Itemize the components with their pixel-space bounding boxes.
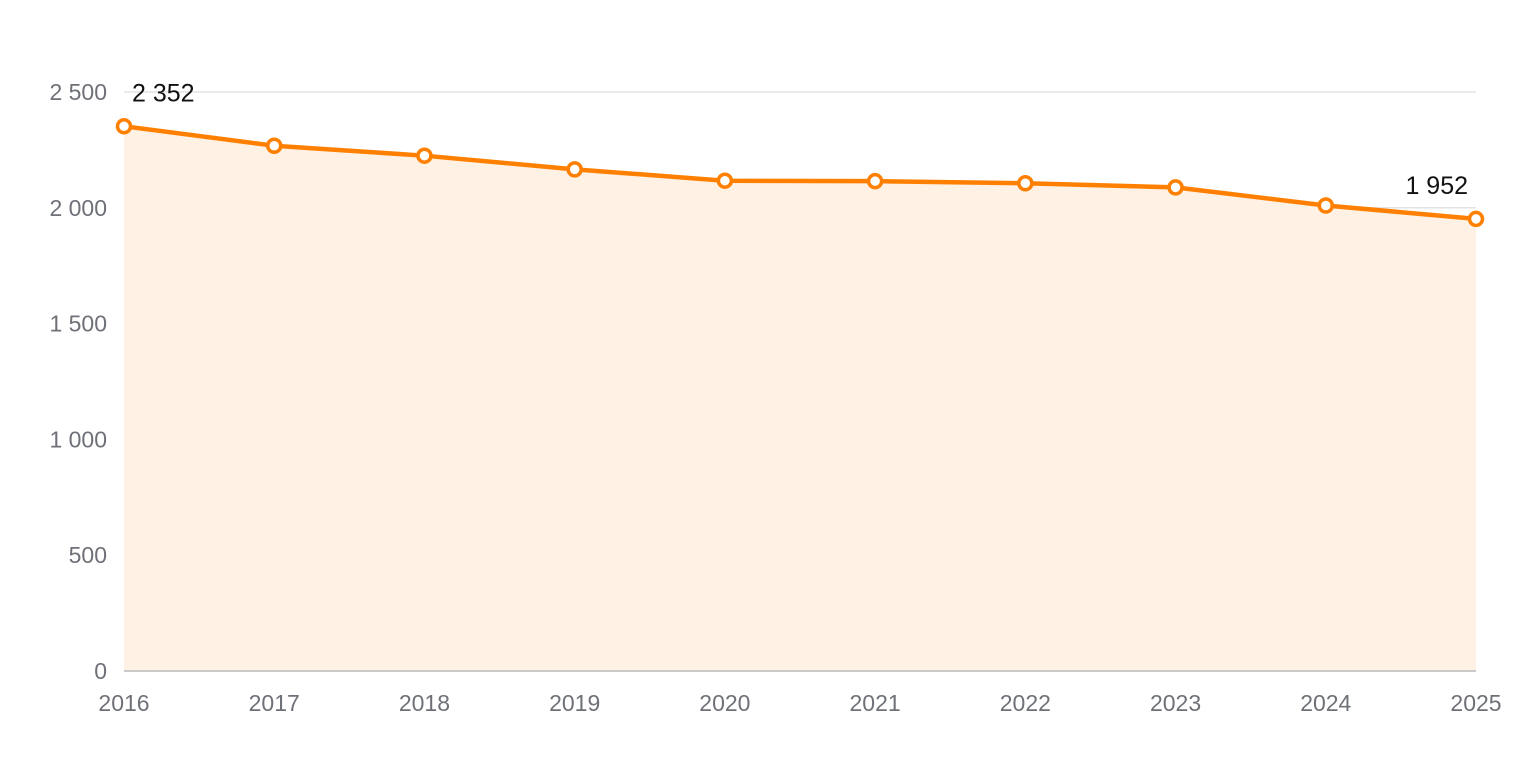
y-tick-label: 1 000 <box>49 426 107 452</box>
x-tick-label: 2018 <box>399 690 450 716</box>
data-label-2016: 2 352 <box>132 79 195 107</box>
x-tick-label: 2021 <box>850 690 901 716</box>
series-line <box>121 124 1479 222</box>
data-point-2023[interactable] <box>1167 179 1184 196</box>
y-axis-tick-labels: 0 500 1 000 1 500 2 000 2 500 <box>49 79 107 684</box>
x-tick-label: 2024 <box>1300 690 1351 716</box>
data-point-2021[interactable] <box>866 172 884 190</box>
x-tick-label: 2017 <box>249 690 300 716</box>
x-axis-tick-labels: 2016 2017 2018 2019 2020 2021 2022 2023 2024 2025 <box>98 690 1501 716</box>
y-tick-label: 1 500 <box>49 311 107 337</box>
data-point-2025[interactable] <box>1467 210 1485 228</box>
y-tick-label: 0 <box>94 658 107 684</box>
x-tick-label: 2023 <box>1150 690 1201 716</box>
data-point-2020[interactable] <box>716 172 734 189</box>
data-point-2022[interactable] <box>1017 175 1034 192</box>
series-points <box>115 118 1485 228</box>
x-tick-label: 2022 <box>1000 690 1051 716</box>
data-point-2016[interactable] <box>115 118 133 135</box>
y-tick-label: 2 500 <box>49 79 107 105</box>
data-label-2025: 1 952 <box>1405 172 1468 200</box>
data-point-2017[interactable] <box>265 137 283 154</box>
series-line-group <box>121 124 1479 222</box>
y-tick-label: 500 <box>69 542 107 568</box>
x-tick-label: 2019 <box>549 690 600 716</box>
data-point-2018[interactable] <box>416 147 433 164</box>
x-tick-label: 2020 <box>699 690 750 716</box>
y-tick-label: 2 000 <box>49 195 107 221</box>
data-labels: 2 352 1 952 <box>132 79 1468 200</box>
data-point-2024[interactable] <box>1317 197 1335 214</box>
x-tick-label: 2025 <box>1450 690 1501 716</box>
area-fill <box>124 126 1476 672</box>
data-point-2019[interactable] <box>566 161 583 178</box>
area-fill-group <box>124 126 1476 672</box>
x-tick-label: 2016 <box>98 690 149 716</box>
